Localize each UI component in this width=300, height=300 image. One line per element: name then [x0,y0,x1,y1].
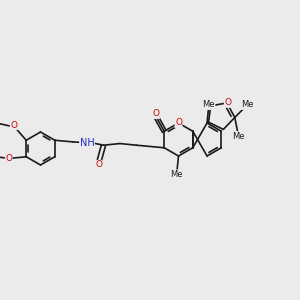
Text: O: O [10,121,17,130]
Text: Me: Me [232,131,244,140]
Text: O: O [224,98,231,107]
Text: O: O [152,110,160,118]
Text: O: O [175,118,182,127]
Text: O: O [5,154,12,163]
Text: O: O [95,160,102,169]
Text: NH: NH [80,138,94,148]
Text: Me: Me [171,170,183,179]
Text: Me: Me [202,100,215,109]
Text: Me: Me [242,100,254,109]
